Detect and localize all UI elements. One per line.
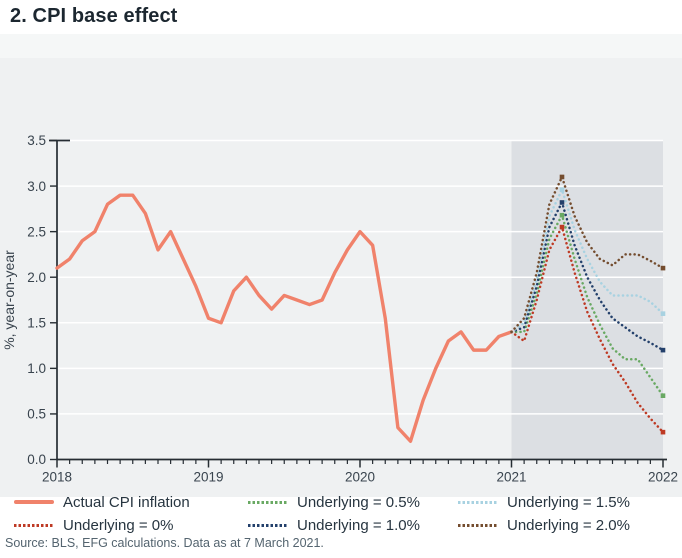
- legend-label: Underlying = 0%: [63, 516, 174, 534]
- header-divider-band: [0, 34, 682, 58]
- x-tick-label: 2020: [345, 470, 375, 485]
- legend-item-underlying-0: Underlying = 0%: [14, 517, 248, 534]
- legend-label: Underlying = 1.0%: [297, 516, 420, 534]
- x-tick-label: 2022: [648, 470, 678, 485]
- solid-line-swatch-icon: [14, 500, 54, 504]
- x-tick-label: 2019: [193, 470, 223, 485]
- series-point-marker: [660, 265, 666, 271]
- y-tick-label: 1.5: [27, 315, 46, 330]
- y-tick-label: 3.0: [27, 179, 46, 194]
- dotted-line-swatch-icon: [458, 523, 498, 527]
- legend-item-underlying-1-5: Underlying = 1.5%: [458, 494, 674, 511]
- legend-label: Underlying = 1.5%: [507, 493, 630, 511]
- dotted-line-swatch-icon: [248, 500, 288, 504]
- y-tick-label: 0.0: [27, 452, 46, 467]
- y-tick-label: 0.5: [27, 407, 46, 422]
- series-point-marker: [660, 393, 666, 398]
- series-underlying-0-5: [510, 211, 665, 397]
- page-title: 2. CPI base effect: [10, 5, 178, 27]
- y-axis-title: %, year-on-year: [1, 250, 17, 350]
- y-tick-label: 3.5: [27, 133, 46, 148]
- series-point-marker: [660, 311, 666, 316]
- series-underlying-0: [510, 223, 665, 434]
- y-tick-label: 2.5: [27, 224, 46, 239]
- legend-label: Underlying = 0.5%: [297, 493, 420, 511]
- x-tick-label: 2018: [42, 470, 72, 485]
- series-point-marker: [559, 187, 565, 193]
- series-point-marker: [559, 174, 565, 180]
- series-point-marker: [559, 212, 565, 218]
- series-point-marker: [559, 224, 565, 230]
- chart-card: 0.0 0.5 1.0 1.5 2.0 2.5 3.0 3.5 2018 2019 2020 2021…: [0, 58, 682, 550]
- legend-item-underlying-1-0: Underlying = 1.0%: [248, 517, 458, 534]
- legend-item-actual-cpi-inflation: Actual CPI inflation: [14, 494, 248, 511]
- legend-label: Actual CPI inflation: [63, 493, 190, 511]
- series-point-marker: [660, 347, 666, 353]
- dotted-line-swatch-icon: [458, 500, 498, 504]
- series-point-marker: [559, 200, 565, 205]
- series-point-marker: [660, 429, 666, 435]
- legend-item-underlying-2-0: Underlying = 2.0%: [458, 517, 674, 534]
- y-tick-label: 1.0: [27, 361, 46, 376]
- source-note: Source: BLS, EFG calculations. Data as a…: [5, 536, 324, 550]
- cpi-base-effect-chart: 0.0 0.5 1.0 1.5 2.0 2.5 3.0 3.5 2018 2019 2020 2021…: [1, 133, 678, 485]
- legend-label: Underlying = 2.0%: [507, 516, 630, 534]
- x-tick-label: 2021: [496, 470, 526, 485]
- series-underlying-1-5: [510, 186, 665, 334]
- series-actual-cpi-inflation: [55, 193, 514, 443]
- dotted-line-swatch-icon: [14, 523, 54, 527]
- dotted-line-swatch-icon: [248, 523, 288, 527]
- chart-legend: Actual CPI inflation Underlying = 0.5% Und…: [14, 491, 674, 536]
- page: 2. CPI base effect 0.0 0.5 1.0 1.5 2.0 2.5 3.0…: [0, 5, 682, 550]
- legend-item-underlying-0-5: Underlying = 0.5%: [248, 494, 458, 511]
- y-tick-label: 2.0: [27, 270, 46, 285]
